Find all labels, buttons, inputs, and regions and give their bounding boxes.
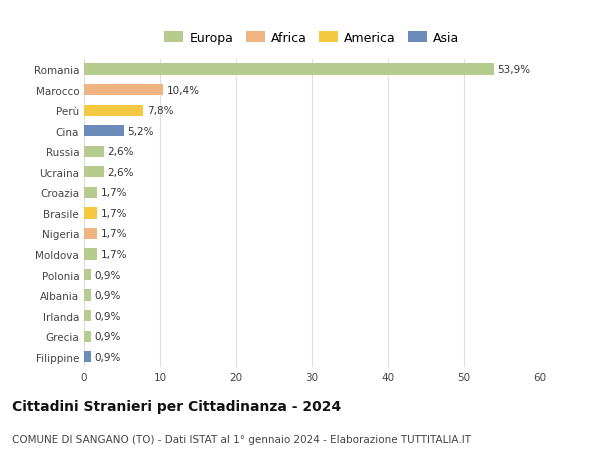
Bar <box>84 228 97 240</box>
Text: 7,8%: 7,8% <box>147 106 173 116</box>
Bar <box>84 105 143 117</box>
Bar <box>84 290 91 301</box>
Text: 0,9%: 0,9% <box>95 352 121 362</box>
Text: 0,9%: 0,9% <box>95 311 121 321</box>
Text: 53,9%: 53,9% <box>497 65 530 75</box>
Text: 1,7%: 1,7% <box>101 208 127 218</box>
Bar <box>84 310 91 322</box>
Text: COMUNE DI SANGANO (TO) - Dati ISTAT al 1° gennaio 2024 - Elaborazione TUTTITALIA: COMUNE DI SANGANO (TO) - Dati ISTAT al 1… <box>12 434 471 444</box>
Text: 5,2%: 5,2% <box>127 126 154 136</box>
Bar <box>84 351 91 363</box>
Bar <box>84 126 124 137</box>
Text: 10,4%: 10,4% <box>167 85 200 95</box>
Text: 2,6%: 2,6% <box>107 168 134 178</box>
Text: 1,7%: 1,7% <box>101 229 127 239</box>
Text: 1,7%: 1,7% <box>101 249 127 259</box>
Text: Cittadini Stranieri per Cittadinanza - 2024: Cittadini Stranieri per Cittadinanza - 2… <box>12 399 341 413</box>
Text: 0,9%: 0,9% <box>95 291 121 301</box>
Bar <box>84 146 104 157</box>
Text: 1,7%: 1,7% <box>101 188 127 198</box>
Bar <box>84 167 104 178</box>
Bar <box>84 64 494 76</box>
Bar <box>84 331 91 342</box>
Bar <box>84 249 97 260</box>
Legend: Europa, Africa, America, Asia: Europa, Africa, America, Asia <box>164 32 460 45</box>
Bar <box>84 208 97 219</box>
Text: 0,9%: 0,9% <box>95 331 121 341</box>
Text: 0,9%: 0,9% <box>95 270 121 280</box>
Bar <box>84 269 91 280</box>
Bar <box>84 187 97 199</box>
Bar <box>84 85 163 96</box>
Text: 2,6%: 2,6% <box>107 147 134 157</box>
